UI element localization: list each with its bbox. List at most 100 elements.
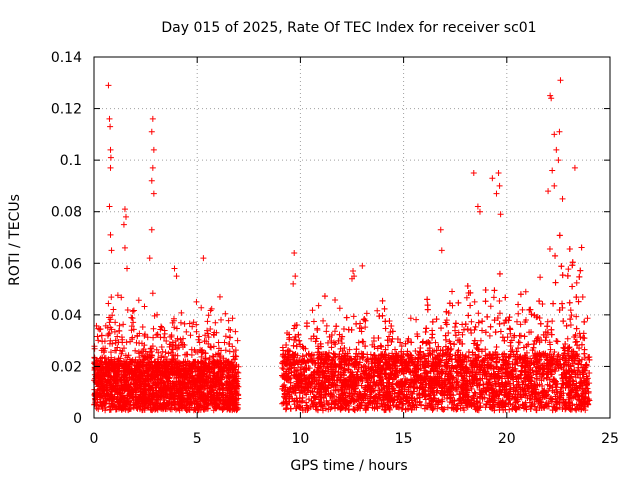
data-point bbox=[206, 387, 213, 394]
data-point bbox=[187, 377, 194, 384]
data-point bbox=[516, 339, 523, 346]
data-point bbox=[188, 399, 195, 406]
data-point bbox=[167, 341, 174, 348]
data-point bbox=[177, 393, 184, 400]
data-point bbox=[229, 393, 236, 400]
data-point bbox=[233, 390, 240, 397]
data-point bbox=[176, 381, 183, 388]
data-point bbox=[173, 370, 180, 377]
data-point bbox=[229, 406, 236, 413]
data-point bbox=[202, 350, 209, 357]
data-point bbox=[166, 375, 173, 382]
data-point bbox=[181, 374, 188, 381]
data-point bbox=[139, 407, 146, 414]
data-point bbox=[104, 324, 111, 331]
data-point bbox=[217, 386, 224, 393]
data-point bbox=[471, 298, 478, 305]
data-point bbox=[184, 351, 191, 358]
data-point bbox=[197, 374, 204, 381]
data-point bbox=[225, 394, 232, 401]
data-point bbox=[108, 383, 115, 390]
data-point bbox=[114, 378, 121, 385]
data-point bbox=[195, 336, 202, 343]
data-point bbox=[188, 346, 195, 353]
data-point bbox=[212, 351, 219, 358]
data-point bbox=[133, 404, 140, 411]
data-point bbox=[219, 405, 226, 412]
data-point bbox=[141, 383, 148, 390]
data-point bbox=[517, 321, 524, 328]
data-point bbox=[192, 358, 199, 365]
data-point bbox=[234, 337, 241, 344]
data-point bbox=[191, 400, 198, 407]
data-point bbox=[94, 372, 101, 379]
data-point bbox=[171, 402, 178, 409]
data-point bbox=[162, 387, 169, 394]
data-point bbox=[95, 406, 102, 413]
data-point bbox=[413, 316, 420, 323]
data-point bbox=[192, 381, 199, 388]
data-point bbox=[134, 405, 141, 412]
data-point bbox=[135, 297, 142, 304]
data-point bbox=[115, 355, 122, 362]
data-point bbox=[198, 304, 205, 311]
data-point bbox=[161, 327, 168, 334]
data-point bbox=[230, 377, 237, 384]
data-point bbox=[217, 398, 224, 405]
data-point bbox=[100, 349, 107, 356]
data-point bbox=[183, 328, 190, 335]
data-point bbox=[197, 384, 204, 391]
data-point bbox=[97, 398, 104, 405]
data-point bbox=[102, 345, 109, 352]
data-point bbox=[111, 358, 118, 365]
data-point bbox=[152, 404, 159, 411]
data-point bbox=[96, 387, 103, 394]
data-point bbox=[123, 397, 130, 404]
data-point bbox=[134, 360, 141, 367]
data-point bbox=[111, 328, 118, 335]
data-point bbox=[194, 385, 201, 392]
data-point bbox=[226, 348, 233, 355]
data-point bbox=[579, 294, 586, 301]
data-point bbox=[162, 349, 169, 356]
data-point bbox=[229, 378, 236, 385]
data-point bbox=[217, 360, 224, 367]
data-point bbox=[374, 307, 381, 314]
data-point bbox=[180, 370, 187, 377]
data-point bbox=[140, 368, 147, 375]
data-point bbox=[180, 335, 187, 342]
data-point bbox=[158, 370, 165, 377]
data-point bbox=[232, 405, 239, 412]
data-point bbox=[154, 331, 161, 338]
data-point bbox=[110, 306, 117, 313]
data-point bbox=[130, 387, 137, 394]
data-point bbox=[183, 361, 190, 368]
data-point bbox=[201, 365, 208, 372]
data-point bbox=[226, 334, 233, 341]
data-point bbox=[129, 308, 136, 315]
data-point bbox=[230, 356, 237, 363]
data-point bbox=[92, 390, 99, 397]
data-point bbox=[175, 377, 182, 384]
data-point bbox=[97, 392, 104, 399]
data-point bbox=[230, 364, 237, 371]
data-point bbox=[142, 397, 149, 404]
data-point bbox=[463, 294, 470, 301]
data-point bbox=[144, 355, 151, 362]
data-point bbox=[230, 398, 237, 405]
data-point bbox=[207, 326, 214, 333]
data-point bbox=[125, 369, 132, 376]
data-point bbox=[169, 346, 176, 353]
data-point bbox=[128, 327, 135, 334]
data-point bbox=[153, 369, 160, 376]
data-point bbox=[113, 406, 120, 413]
data-point bbox=[212, 319, 219, 326]
data-point bbox=[149, 290, 156, 297]
data-point bbox=[188, 362, 195, 369]
data-point bbox=[197, 346, 204, 353]
data-point bbox=[227, 366, 234, 373]
data-point bbox=[231, 363, 238, 370]
data-point bbox=[213, 329, 220, 336]
data-point bbox=[584, 315, 591, 322]
